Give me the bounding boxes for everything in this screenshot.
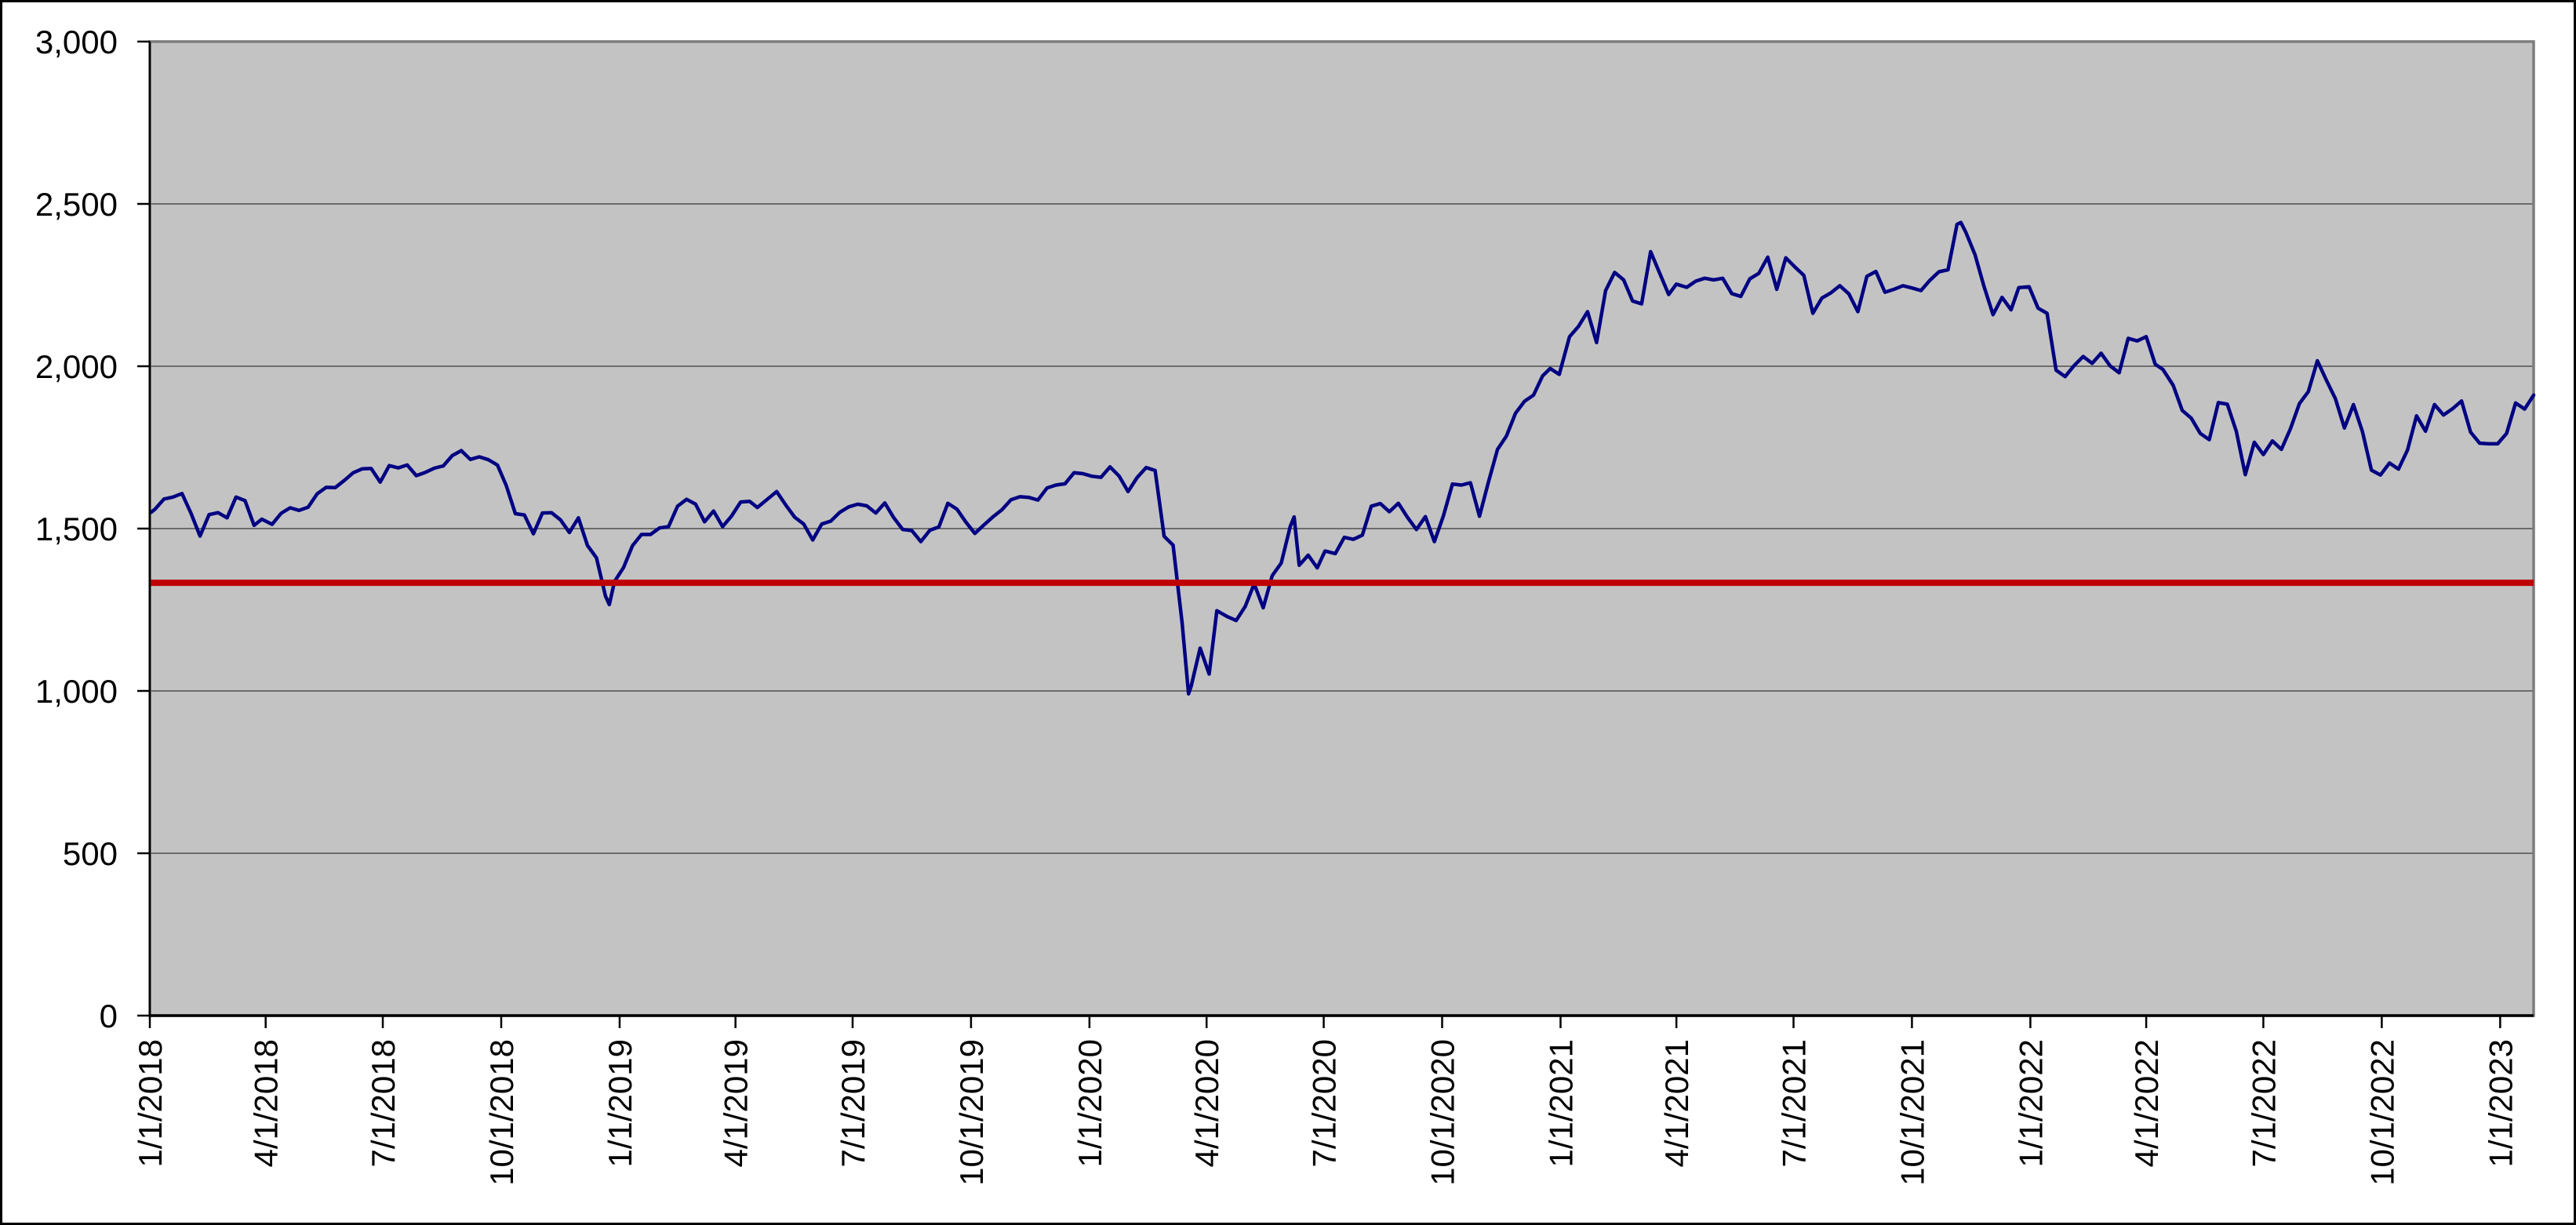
x-axis-label: 10/1/2022 — [2363, 1039, 2400, 1186]
x-axis-label: 4/1/2019 — [718, 1039, 755, 1168]
y-axis-label: 2,500 — [35, 186, 118, 223]
y-axis-label: 0 — [100, 998, 118, 1034]
y-axis-label: 3,000 — [35, 24, 118, 60]
x-axis-label: 4/1/2018 — [248, 1039, 285, 1168]
x-axis-label: 1/1/2023 — [2482, 1039, 2519, 1168]
x-axis-label: 4/1/2021 — [1658, 1039, 1695, 1168]
x-axis-label: 7/1/2020 — [1306, 1039, 1343, 1168]
x-axis-label: 1/1/2021 — [1542, 1039, 1579, 1168]
x-axis-label: 7/1/2022 — [2245, 1039, 2282, 1168]
x-axis-label: 10/1/2018 — [483, 1039, 520, 1186]
x-axis-label: 1/1/2018 — [132, 1039, 169, 1168]
y-axis-label: 1,500 — [35, 511, 118, 547]
x-axis-label: 4/1/2020 — [1188, 1039, 1225, 1168]
x-axis-label: 7/1/2019 — [835, 1039, 871, 1168]
y-axis-label: 1,000 — [35, 673, 118, 710]
x-axis-label: 1/1/2022 — [2012, 1039, 2049, 1168]
x-axis-label: 10/1/2021 — [1894, 1039, 1930, 1186]
x-axis-label: 1/1/2019 — [602, 1039, 639, 1168]
x-axis-label: 10/1/2020 — [1424, 1039, 1461, 1186]
x-axis-label: 7/1/2021 — [1775, 1039, 1812, 1168]
y-axis-label: 2,000 — [35, 348, 118, 385]
y-axis-label: 500 — [63, 835, 118, 872]
x-axis-label: 4/1/2022 — [2128, 1039, 2165, 1168]
index-daily-close-series — [149, 220, 2536, 696]
x-axis-label: 10/1/2019 — [953, 1039, 990, 1186]
x-axis-label: 1/1/2020 — [1072, 1039, 1108, 1168]
x-axis-label: 7/1/2018 — [365, 1039, 402, 1168]
